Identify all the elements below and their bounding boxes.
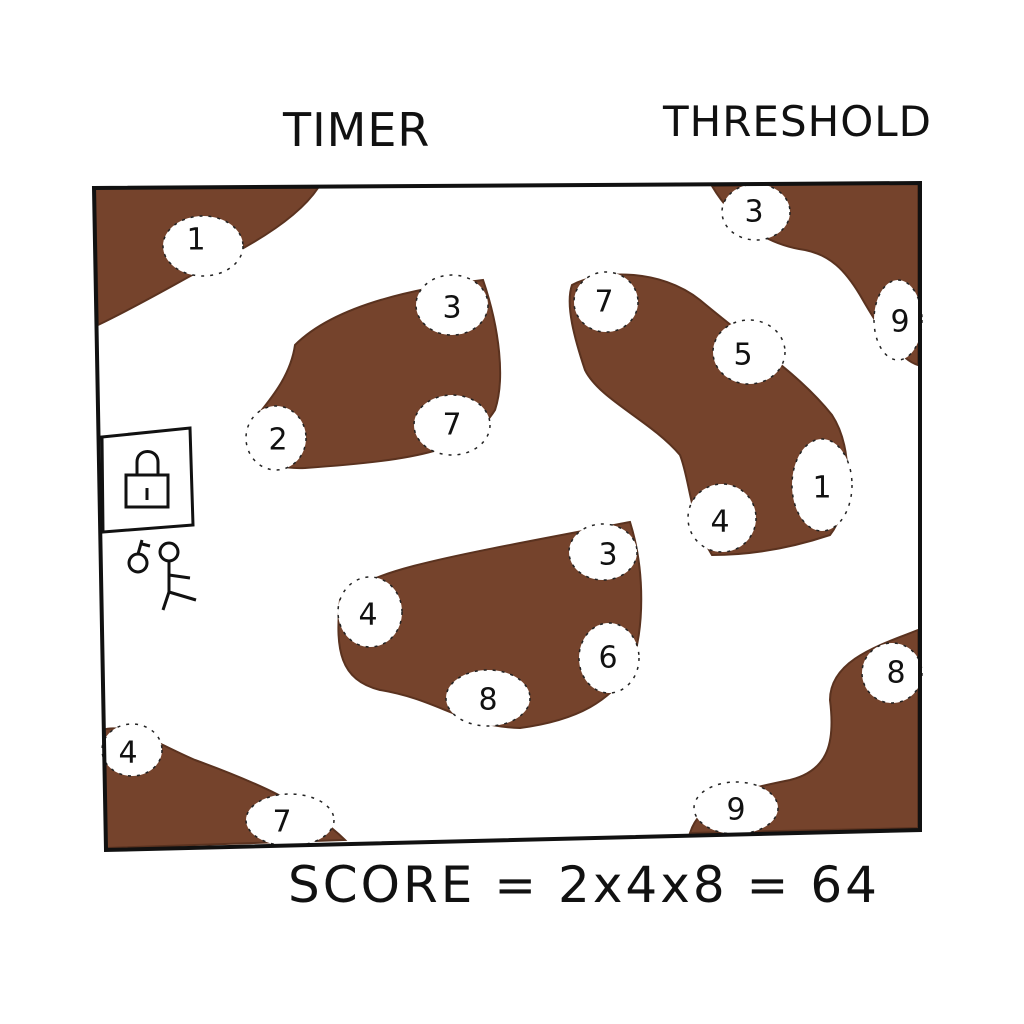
threshold-label: THRESHOLD bbox=[663, 97, 932, 146]
tile-bl-7[interactable]: 7 bbox=[245, 793, 335, 847]
tile-c-4[interactable]: 4 bbox=[337, 576, 403, 648]
tile-tr-9[interactable]: 9 bbox=[873, 279, 923, 361]
stick-figure-icon bbox=[158, 541, 197, 611]
tile-a-3[interactable]: 3 bbox=[415, 274, 489, 336]
tile-tl-1[interactable]: 1 bbox=[162, 215, 244, 277]
tile-bl-4[interactable]: 4 bbox=[101, 723, 163, 777]
board-frame bbox=[91, 180, 922, 853]
tile-br-8[interactable]: 8 bbox=[861, 642, 923, 704]
tile-c-8[interactable]: 8 bbox=[445, 669, 531, 727]
tile-a-7[interactable]: 7 bbox=[413, 394, 491, 456]
timer-label: TIMER bbox=[283, 103, 431, 157]
score-readout: SCORE = 2x4x8 = 64 bbox=[288, 856, 880, 914]
tile-b-7[interactable]: 7 bbox=[573, 271, 639, 333]
tile-c-6[interactable]: 6 bbox=[578, 622, 640, 694]
padlock-icon bbox=[124, 450, 170, 509]
tile-tr-3[interactable]: 3 bbox=[721, 183, 791, 241]
tile-b-4[interactable]: 4 bbox=[687, 483, 757, 553]
tile-b-1[interactable]: 1 bbox=[791, 438, 853, 532]
locked-door[interactable] bbox=[100, 426, 195, 534]
tile-br-9[interactable]: 9 bbox=[693, 781, 779, 835]
tile-c-3[interactable]: 3 bbox=[568, 523, 638, 581]
island-b bbox=[568, 273, 849, 557]
player[interactable] bbox=[127, 539, 197, 611]
tile-a-2[interactable]: 2 bbox=[245, 405, 307, 471]
key-icon bbox=[127, 539, 151, 574]
tile-b-5[interactable]: 5 bbox=[712, 319, 786, 385]
